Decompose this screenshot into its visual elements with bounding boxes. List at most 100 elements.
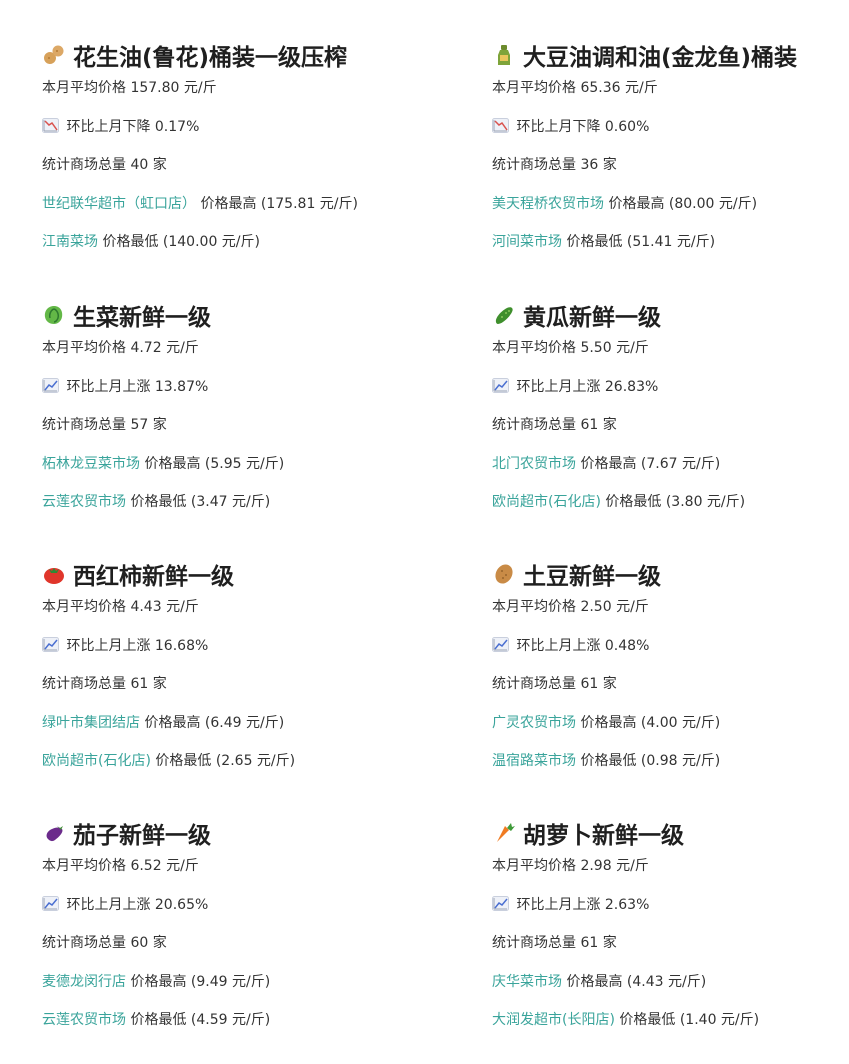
- trend-text: 环比上月上涨 0.48%: [516, 638, 650, 654]
- store-count-value: 60: [130, 935, 149, 951]
- lowest-price-label: 价格最低: [102, 234, 159, 250]
- lowest-price-row: 河间菜市场 价格最低 (51.41 元/斤): [492, 232, 715, 252]
- lowest-store-link[interactable]: 大润发超市(长阳店): [492, 1012, 615, 1028]
- highest-price-row: 庆华菜市场 价格最高 (4.43 元/斤): [492, 972, 706, 992]
- highest-store-link[interactable]: 广灵农贸市场: [492, 715, 576, 731]
- trend-row: 环比上月上涨 16.68%: [42, 636, 208, 656]
- highest-price-value: (5.95 元/斤): [204, 456, 285, 472]
- product-title: 茄子新鲜一级: [73, 823, 211, 849]
- store-count-value: 61: [130, 676, 149, 692]
- average-price-label: 本月平均价格: [42, 599, 126, 615]
- average-price-value: 6.52 元/斤: [130, 858, 199, 874]
- lowest-price-label: 价格最低: [130, 494, 187, 510]
- average-price-value: 157.80 元/斤: [130, 80, 217, 96]
- lowest-price-value: (4.59 元/斤): [190, 1012, 271, 1028]
- average-price-row: 本月平均价格 4.72 元/斤: [42, 338, 199, 358]
- tomato-icon: [42, 562, 66, 586]
- highest-store-link[interactable]: 美天程桥农贸市场: [492, 196, 604, 212]
- highest-store-link[interactable]: 绿叶市集团结店: [42, 715, 140, 731]
- trend-row: 环比上月上涨 0.48%: [492, 636, 649, 656]
- highest-price-value: (80.00 元/斤): [668, 196, 758, 212]
- lowest-store-link[interactable]: 云莲农贸市场: [42, 494, 126, 510]
- lowest-price-value: (0.98 元/斤): [640, 753, 721, 769]
- lowest-store-link[interactable]: 欧尚超市(石化店): [492, 494, 601, 510]
- highest-store-link[interactable]: 柘林龙豆菜市场: [42, 456, 140, 472]
- store-count-label: 统计商场总量: [492, 417, 576, 433]
- lowest-price-value: (51.41 元/斤): [626, 234, 716, 250]
- store-count-suffix: 家: [152, 935, 167, 951]
- average-price-row: 本月平均价格 2.98 元/斤: [492, 856, 649, 876]
- lowest-price-row: 欧尚超市(石化店) 价格最低 (3.80 元/斤): [492, 492, 745, 512]
- store-count-value: 57: [130, 417, 149, 433]
- highest-store-link[interactable]: 世纪联华超市（虹口店）: [42, 196, 196, 212]
- trend-text: 环比上月下降 0.17%: [66, 119, 200, 135]
- product-title: 土豆新鲜一级: [523, 564, 661, 590]
- highest-store-link[interactable]: 北门农贸市场: [492, 456, 576, 472]
- product-title-row: 大豆油调和油(金龙鱼)桶装: [492, 36, 849, 74]
- potato-icon: [492, 562, 516, 586]
- lowest-price-label: 价格最低: [130, 1012, 187, 1028]
- cucumber-icon: [492, 303, 516, 327]
- highest-price-value: (4.00 元/斤): [640, 715, 721, 731]
- lowest-store-link[interactable]: 欧尚超市(石化店): [42, 753, 151, 769]
- average-price-value: 65.36 元/斤: [580, 80, 658, 96]
- trend-down-chart-icon: [42, 118, 59, 133]
- trend-up-chart-icon: [42, 896, 59, 911]
- average-price-value: 5.50 元/斤: [580, 340, 649, 356]
- trend-text: 环比上月上涨 13.87%: [66, 379, 209, 395]
- trend-text: 环比上月下降 0.60%: [516, 119, 650, 135]
- highest-price-row: 北门农贸市场 价格最高 (7.67 元/斤): [492, 454, 720, 474]
- lowest-store-link[interactable]: 江南菜场: [42, 234, 98, 250]
- lowest-price-row: 江南菜场 价格最低 (140.00 元/斤): [42, 232, 260, 252]
- highest-price-label: 价格最高: [144, 456, 201, 472]
- trend-row: 环比上月下降 0.17%: [42, 117, 199, 137]
- product-card: 西红柿新鲜一级 本月平均价格 4.43 元/斤 环比上月上涨 16.68% 统计…: [42, 555, 442, 805]
- average-price-label: 本月平均价格: [42, 340, 126, 356]
- highest-price-value: (9.49 元/斤): [190, 974, 271, 990]
- lowest-price-row: 大润发超市(长阳店) 价格最低 (1.40 元/斤): [492, 1010, 759, 1030]
- highest-store-link[interactable]: 麦德龙闵行店: [42, 974, 126, 990]
- trend-row: 环比上月下降 0.60%: [492, 117, 649, 137]
- bottle-icon: [492, 43, 516, 67]
- average-price-value: 2.50 元/斤: [580, 599, 649, 615]
- lowest-price-label: 价格最低: [605, 494, 662, 510]
- store-count-value: 61: [580, 417, 599, 433]
- highest-store-link[interactable]: 庆华菜市场: [492, 974, 562, 990]
- average-price-row: 本月平均价格 5.50 元/斤: [492, 338, 649, 358]
- trend-text: 环比上月上涨 16.68%: [66, 638, 209, 654]
- lowest-price-label: 价格最低: [155, 753, 212, 769]
- lowest-price-value: (140.00 元/斤): [162, 234, 260, 250]
- carrot-icon: [492, 821, 516, 845]
- lowest-store-link[interactable]: 温宿路菜市场: [492, 753, 576, 769]
- average-price-label: 本月平均价格: [492, 599, 576, 615]
- average-price-row: 本月平均价格 4.43 元/斤: [42, 597, 199, 617]
- store-count-label: 统计商场总量: [492, 676, 576, 692]
- store-count-suffix: 家: [152, 417, 167, 433]
- lowest-price-value: (1.40 元/斤): [679, 1012, 760, 1028]
- trend-row: 环比上月上涨 26.83%: [492, 377, 658, 397]
- highest-price-value: (7.67 元/斤): [640, 456, 721, 472]
- highest-price-label: 价格最高: [580, 715, 637, 731]
- product-card: 生菜新鲜一级 本月平均价格 4.72 元/斤 环比上月上涨 13.87% 统计商…: [42, 296, 442, 546]
- store-count-suffix: 家: [602, 417, 617, 433]
- lowest-store-link[interactable]: 云莲农贸市场: [42, 1012, 126, 1028]
- lowest-price-row: 欧尚超市(石化店) 价格最低 (2.65 元/斤): [42, 751, 295, 771]
- trend-up-chart-icon: [492, 637, 509, 652]
- lowest-store-link[interactable]: 河间菜市场: [492, 234, 562, 250]
- highest-price-row: 绿叶市集团结店 价格最高 (6.49 元/斤): [42, 713, 284, 733]
- trend-up-chart-icon: [42, 378, 59, 393]
- product-title: 黄瓜新鲜一级: [523, 305, 661, 331]
- trend-up-chart-icon: [42, 637, 59, 652]
- highest-price-row: 世纪联华超市（虹口店） 价格最高 (175.81 元/斤): [42, 194, 358, 214]
- product-title-row: 黄瓜新鲜一级: [492, 296, 849, 334]
- average-price-label: 本月平均价格: [492, 858, 576, 874]
- store-count-row: 统计商场总量 40 家: [42, 155, 167, 175]
- average-price-label: 本月平均价格: [492, 340, 576, 356]
- product-card: 土豆新鲜一级 本月平均价格 2.50 元/斤 环比上月上涨 0.48% 统计商场…: [492, 555, 849, 805]
- highest-price-value: (4.43 元/斤): [626, 974, 707, 990]
- lowest-price-row: 温宿路菜市场 价格最低 (0.98 元/斤): [492, 751, 720, 771]
- lowest-price-label: 价格最低: [580, 753, 637, 769]
- store-count-value: 61: [580, 676, 599, 692]
- highest-price-label: 价格最高: [144, 715, 201, 731]
